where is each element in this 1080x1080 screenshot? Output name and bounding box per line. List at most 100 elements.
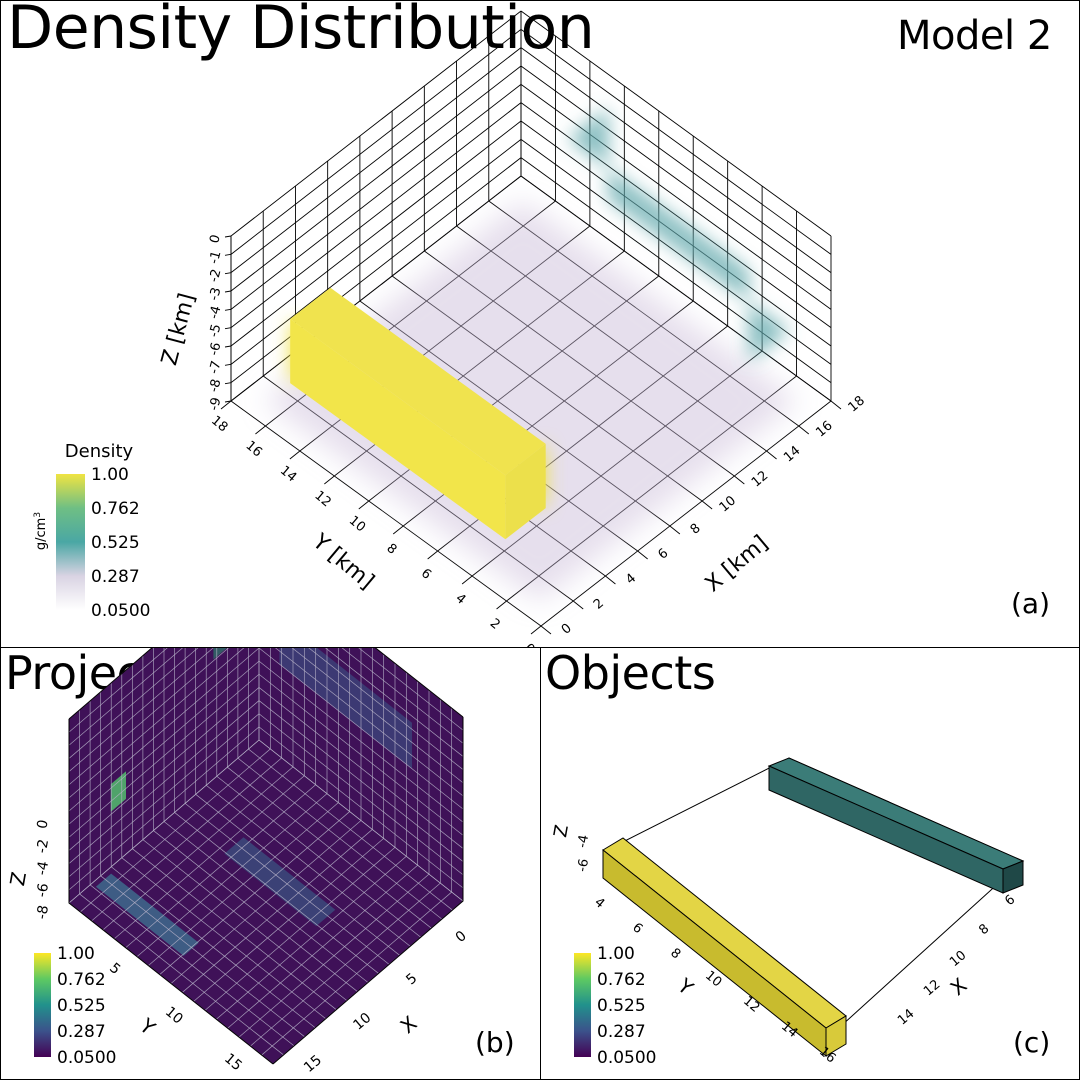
x-tick-mark bbox=[766, 450, 777, 460]
wall-gridline bbox=[258, 687, 464, 849]
floor-gridline bbox=[80, 748, 271, 913]
floor-gridline bbox=[540, 400, 832, 627]
x-axis-title: X [km] bbox=[701, 531, 773, 597]
z-tick-mark bbox=[224, 345, 232, 348]
wall-gridline bbox=[520, 65, 832, 292]
y-tick-label: 16 bbox=[243, 438, 265, 460]
density-colorbar bbox=[56, 474, 85, 610]
panel-a-label: (a) bbox=[1011, 587, 1051, 620]
colorbar-unit: g/cm3 bbox=[33, 512, 49, 550]
x-tick-label: 18 bbox=[846, 393, 868, 415]
wall-gridline bbox=[230, 10, 522, 237]
projected-mean-colorbar-tick: 0.287 bbox=[57, 1022, 106, 1042]
wall-gridline bbox=[258, 739, 464, 902]
wall-gridline bbox=[258, 674, 464, 836]
panel-b-label: (b) bbox=[475, 1026, 515, 1059]
density-distribution-panel: Density Distribution Model 2 (a) 0 2 4 6 8 10… bbox=[0, 0, 1080, 648]
x-tick-label: 2 bbox=[591, 596, 607, 613]
x-axis-title: X bbox=[396, 1011, 422, 1038]
z-tick-label: -4 bbox=[575, 834, 592, 849]
wall-gridline bbox=[68, 648, 168, 733]
z-axis-title: Z bbox=[5, 870, 31, 888]
z-tick-label: -5 bbox=[207, 323, 225, 339]
x-tick-label: 6 bbox=[1002, 892, 1018, 909]
wall-gridline bbox=[68, 648, 245, 799]
yellow-density-body-side bbox=[290, 318, 506, 540]
wall-gridline bbox=[230, 28, 522, 255]
z-tick-label: -6 bbox=[207, 341, 225, 357]
wall-gridline bbox=[68, 648, 199, 759]
panel-c-title: Objects bbox=[545, 647, 716, 700]
wall-gridline bbox=[68, 660, 260, 825]
z-tick-label: 0 bbox=[34, 819, 51, 831]
panel-a-title: Density Distribution bbox=[7, 0, 595, 63]
x-tick-label: 0 bbox=[559, 621, 575, 638]
z-axis-title: Z bbox=[550, 823, 573, 839]
x-tick-label: 15 bbox=[301, 1052, 325, 1076]
density-colorbar-tick: 0.762 bbox=[91, 499, 140, 519]
projected-mean-colorbar bbox=[34, 953, 51, 1057]
wall-gridline bbox=[68, 687, 260, 851]
z-tick-label: -1 bbox=[207, 249, 225, 265]
y-tick-mark bbox=[530, 625, 542, 635]
y-axis-title: Y bbox=[134, 1013, 160, 1040]
z-tick-label: -2 bbox=[34, 838, 52, 855]
wall-gridline bbox=[291, 648, 464, 783]
wall-gridline bbox=[230, 47, 522, 274]
x-tick-mark bbox=[669, 525, 681, 535]
x-tick-label: 10 bbox=[717, 493, 739, 515]
z-tick-label: -6 bbox=[575, 858, 592, 873]
wall-gridline bbox=[358, 648, 464, 731]
wall-gridline bbox=[68, 674, 260, 838]
z-tick-label: -8 bbox=[207, 378, 225, 394]
y-tick-label: 10 bbox=[346, 513, 368, 535]
wall-gridline bbox=[230, 120, 522, 347]
x-tick-mark bbox=[734, 475, 745, 485]
floor-anomaly-cells bbox=[95, 873, 199, 956]
bounding-box-top bbox=[68, 648, 464, 720]
density-colorbar-tick: 0.287 bbox=[91, 567, 140, 587]
density-volume-plot: 024681012141618024681012141618-9-8-7-6-5… bbox=[33, 10, 868, 648]
z-tick-mark bbox=[224, 235, 232, 238]
z-tick-label: -6 bbox=[34, 882, 52, 899]
y-tick-label: 6 bbox=[418, 566, 434, 583]
x-tick-mark bbox=[701, 500, 713, 510]
projected-mean-plot: 0 5 10 15 5 10 15 -8 -6 -4 -2 0 X Y Z 1.00 0.762 0.525 0.2… bbox=[5, 648, 470, 1076]
y-tick-label: 6 bbox=[629, 920, 645, 937]
projected-mean-panel: Projected Mean (b) 05101551015-8-6-4-20X… bbox=[0, 647, 541, 1080]
floor-gridline bbox=[248, 748, 453, 911]
bounding-box-edge bbox=[68, 719, 274, 1065]
y-tick-label: 8 bbox=[383, 541, 399, 558]
wall-gridline bbox=[68, 648, 183, 746]
wall-gridline bbox=[230, 83, 522, 310]
wall-gridline bbox=[68, 739, 260, 904]
wall-gridline bbox=[258, 713, 464, 875]
wall-gridline bbox=[68, 700, 260, 864]
y-tick-mark bbox=[289, 450, 301, 460]
x-tick-mark bbox=[540, 625, 552, 635]
wall-gridline bbox=[68, 648, 229, 785]
y-tick-mark bbox=[220, 400, 232, 410]
z-tick-label: -8 bbox=[34, 904, 52, 921]
wall-gridline bbox=[68, 648, 214, 772]
x-tick-mark bbox=[830, 400, 842, 410]
x-tick-label: 14 bbox=[895, 1006, 917, 1028]
x-tick-label: 0 bbox=[453, 928, 470, 946]
x-axis-title: X bbox=[946, 973, 972, 1000]
wall-anomaly-cell bbox=[110, 771, 126, 812]
wall-gridline bbox=[275, 648, 464, 797]
x-tick-label: 12 bbox=[921, 977, 943, 999]
y-tick-label: 5 bbox=[106, 960, 123, 978]
z-tick-label: -9 bbox=[207, 396, 225, 412]
yellow-prism-end bbox=[825, 1015, 847, 1057]
x-tick-mark bbox=[572, 600, 584, 610]
projected-mean-colorbar-tick: 1.00 bbox=[57, 944, 95, 964]
wall-gridline bbox=[68, 648, 260, 812]
z-tick-label: 0 bbox=[207, 233, 224, 245]
objects-colorbar-tick: 0.287 bbox=[597, 1022, 646, 1042]
y-axis-title: Y bbox=[672, 973, 698, 1000]
x-tick-label: 10 bbox=[947, 948, 969, 970]
x-tick-label: 8 bbox=[976, 921, 992, 938]
x-tick-mark bbox=[637, 550, 648, 560]
y-tick-label: 0 bbox=[521, 641, 537, 648]
